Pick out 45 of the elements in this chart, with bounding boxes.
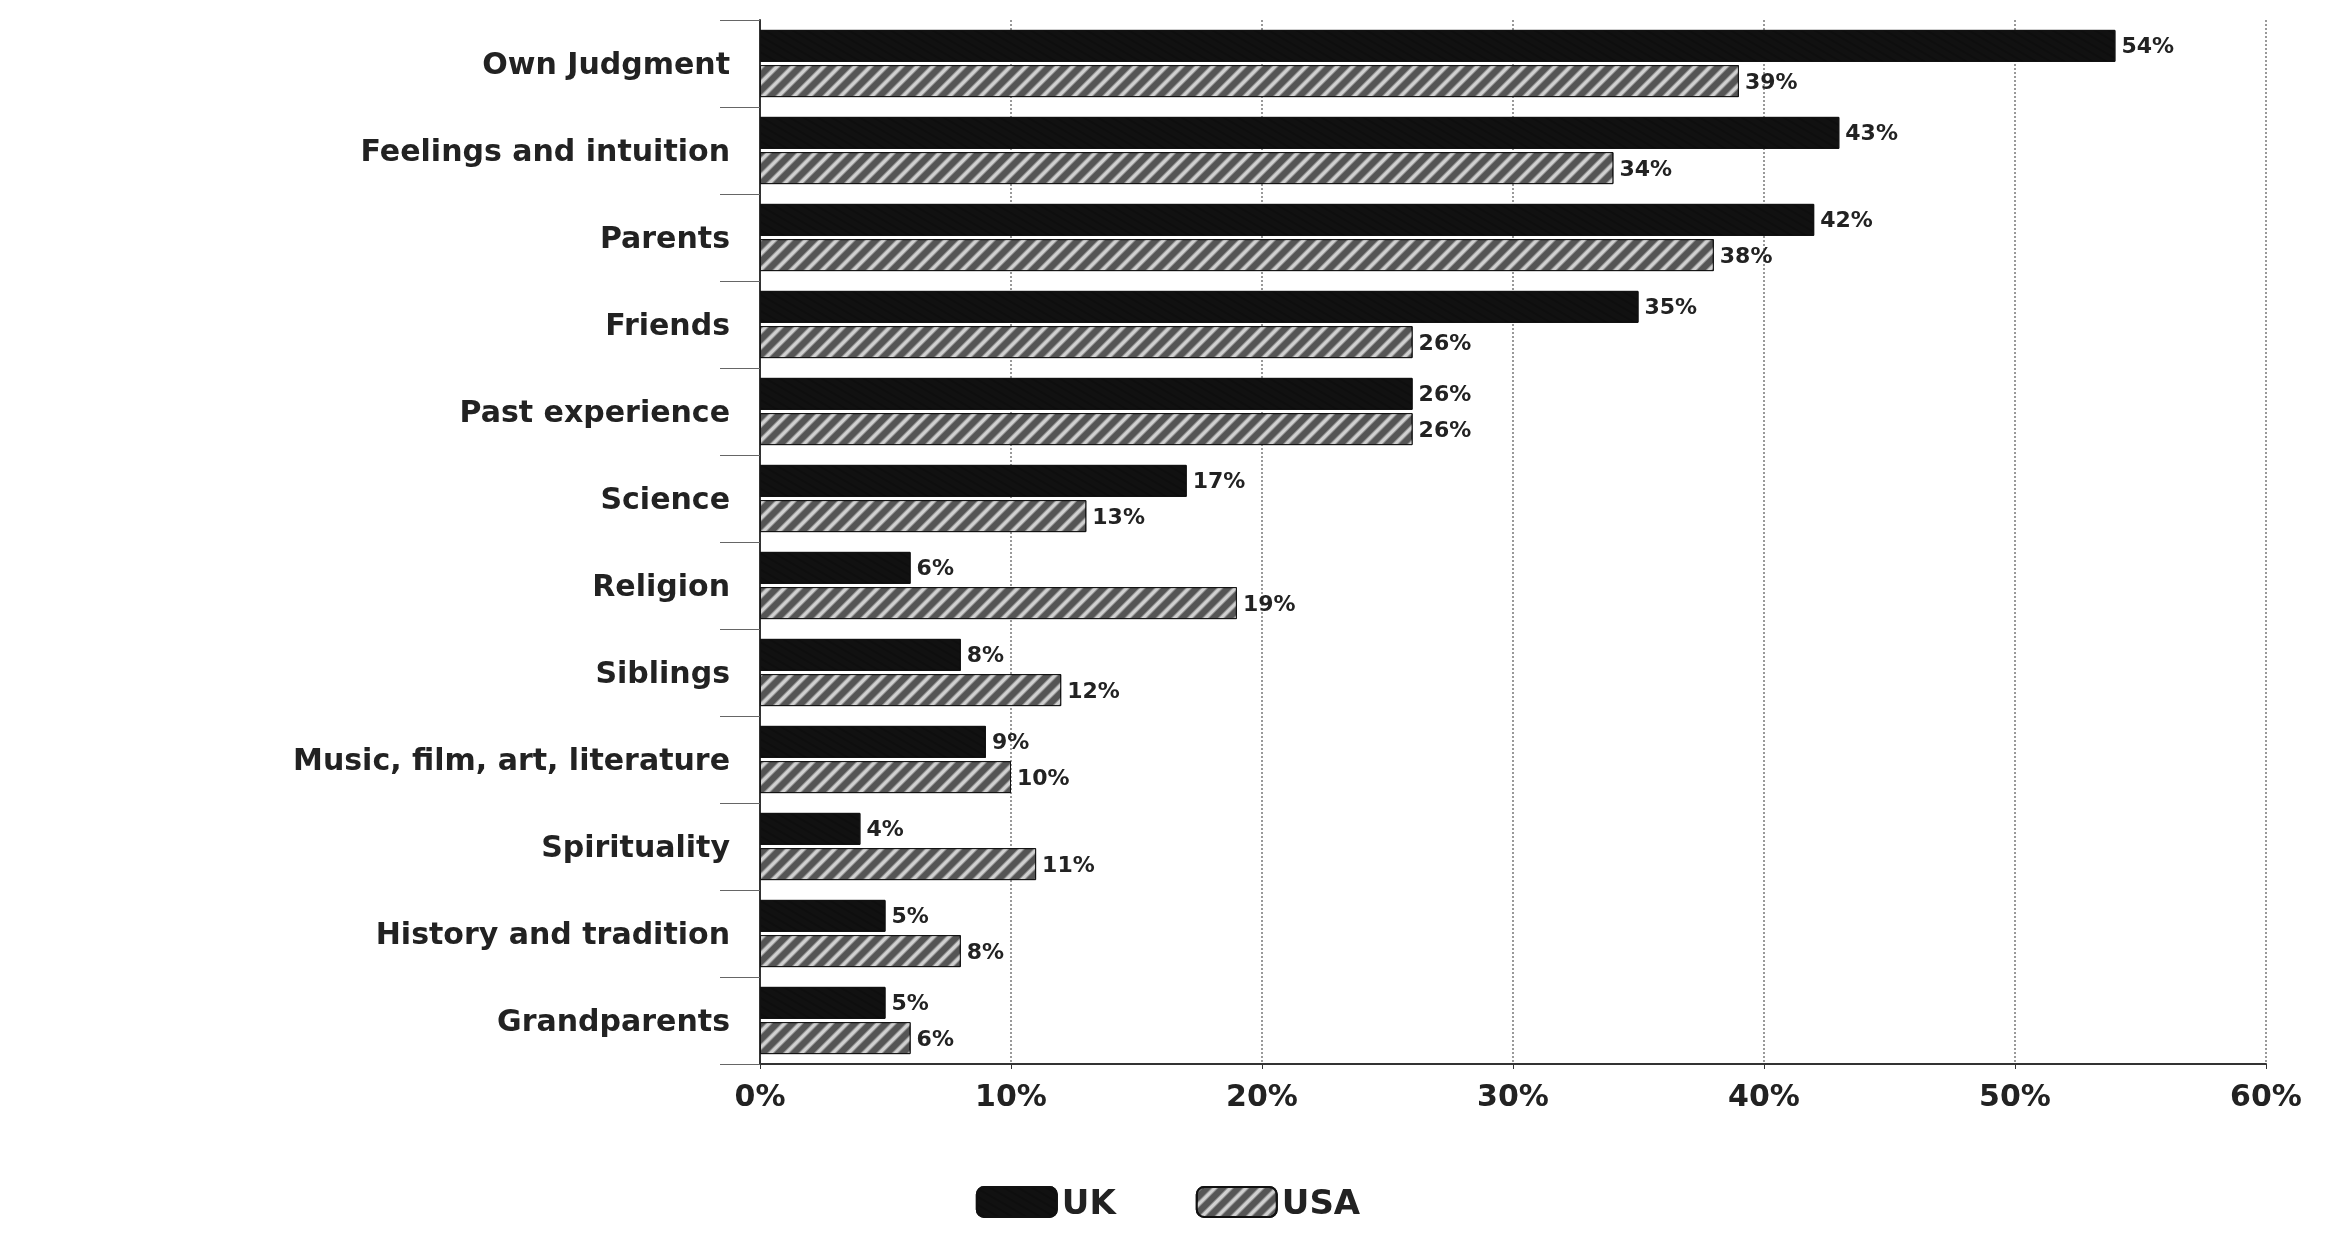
y-tick-label: History and tradition <box>375 916 730 951</box>
data-label: 43% <box>1845 120 1898 146</box>
data-label: 39% <box>1744 68 1798 94</box>
data-label: 38% <box>1719 242 1773 268</box>
data-label: 13% <box>1092 503 1145 529</box>
y-tick-label: Own Judgment <box>482 46 730 81</box>
y-tick-label: Religion <box>592 568 730 603</box>
data-label: 8% <box>966 642 1005 668</box>
legend-label: UK <box>1061 1182 1118 1222</box>
x-tick-label: 0% <box>734 1077 786 1113</box>
x-tick-label: 20% <box>1226 1077 1298 1113</box>
y-tick-label: Past experience <box>459 394 730 429</box>
y-tick-label: Siblings <box>595 655 730 690</box>
y-tick-label: Grandparents <box>497 1003 730 1038</box>
data-label: 26% <box>1418 416 1472 442</box>
y-tick-label: Spirituality <box>541 829 731 864</box>
data-label: 19% <box>1242 590 1296 616</box>
data-label: 11% <box>1042 851 1095 877</box>
data-label: 6% <box>916 555 954 581</box>
y-tick-label: Feelings and intuition <box>360 133 730 168</box>
y-tick-label: Music, film, art, literature <box>293 742 730 777</box>
data-label: 12% <box>1067 677 1120 703</box>
data-label: 54% <box>2121 33 2175 59</box>
legend-label: USA <box>1281 1182 1361 1222</box>
data-label: 4% <box>866 816 904 842</box>
x-tick-label: 60% <box>2230 1077 2302 1113</box>
y-tick-label: Science <box>600 481 730 516</box>
data-label: 26% <box>1418 329 1472 355</box>
data-label: 5% <box>891 903 929 929</box>
data-label: 34% <box>1619 155 1673 181</box>
data-label: 8% <box>966 938 1005 964</box>
x-tick-label: 10% <box>975 1077 1047 1113</box>
data-label: 10% <box>1017 764 1070 790</box>
x-tick-label: 40% <box>1728 1077 1800 1113</box>
y-tick-label: Friends <box>605 307 730 342</box>
data-label: 26% <box>1418 381 1472 407</box>
x-tick-label: 50% <box>1979 1077 2051 1113</box>
data-label: 9% <box>991 729 1030 755</box>
x-tick-label: 30% <box>1477 1077 1549 1113</box>
data-label: 17% <box>1192 468 1246 494</box>
data-label: 35% <box>1644 294 1698 320</box>
y-tick-label: Parents <box>599 220 730 255</box>
data-label: 6% <box>916 1025 954 1051</box>
data-label: 42% <box>1820 207 1873 233</box>
data-label: 5% <box>891 990 929 1016</box>
